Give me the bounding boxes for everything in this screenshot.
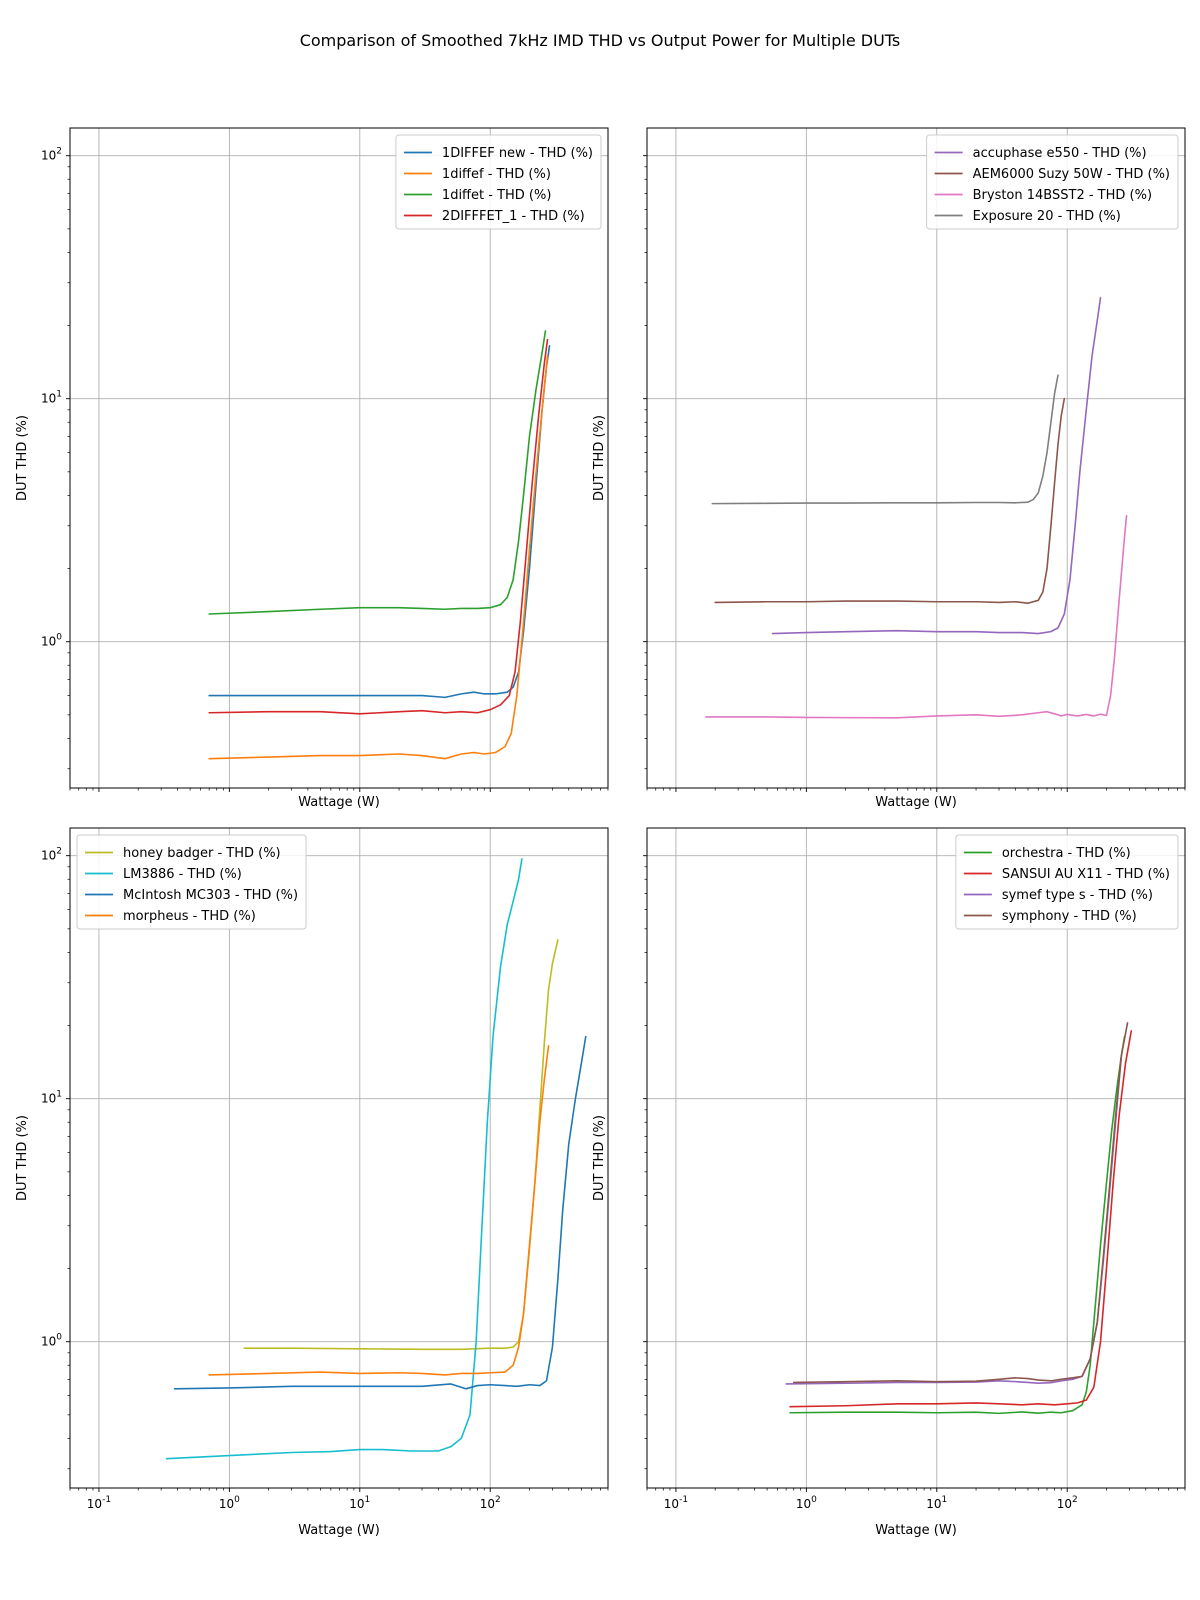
legend-label: AEM6000 Suzy 50W - THD (%): [973, 167, 1170, 182]
legend: honey badger - THD (%) LM3886 - THD (%) Mc…: [76, 834, 307, 930]
plot-area: [785, 1022, 1133, 1415]
series-line-1: [789, 1035, 1126, 1415]
series-line-4: [792, 1022, 1129, 1384]
legend-label: Bryston 14BSST2 - THD (%): [973, 188, 1152, 203]
x-tick-label: 100: [796, 1495, 817, 1511]
series-line-3: [173, 1035, 587, 1390]
legend: orchestra - THD (%) SANSUI AU X11 - THD (…: [955, 834, 1179, 930]
x-tick-label: 102: [1057, 1495, 1078, 1511]
y-tick-label: 102: [41, 147, 62, 163]
axes-frame: [646, 827, 1186, 1489]
series-line-4: [208, 1045, 550, 1376]
y-tick-label: 102: [41, 847, 62, 863]
legend: 1DIFFEF new - THD (%) 1diffef - THD (%) 1d…: [395, 134, 602, 230]
axes-frame: [646, 127, 1186, 789]
axes-frame: [69, 127, 609, 789]
subplot-2: Wattage (W) DUT THD (%) accuphase e550 - T…: [592, 127, 1186, 810]
legend-label: symef type s - THD (%): [1002, 888, 1153, 903]
legend-box: [926, 134, 1179, 230]
series-line-4: [711, 374, 1059, 505]
x-tick-label: 10-1: [664, 1495, 688, 1511]
figure-title: Comparison of Smoothed 7kHz IMD THD vs O…: [300, 31, 901, 50]
legend-label: morpheus - THD (%): [123, 909, 256, 924]
x-tick-label: 101: [349, 1495, 370, 1511]
legend-label: LM3886 - THD (%): [123, 867, 242, 882]
legend-box: [76, 834, 307, 930]
legend-label: 2DIFFFET_1 - THD (%): [442, 209, 585, 224]
y-tick-label: 100: [41, 633, 62, 649]
axes-frame: [69, 827, 609, 1489]
legend-label: 1DIFFEF new - THD (%): [442, 146, 593, 161]
y-axis-label: DUT THD (%): [15, 1115, 30, 1201]
x-tick-label: 102: [480, 1495, 501, 1511]
series-line-1: [243, 939, 559, 1351]
legend-label: McIntosh MC303 - THD (%): [123, 888, 298, 903]
plot-area: [165, 858, 587, 1460]
legend-label: symphony - THD (%): [1002, 909, 1137, 924]
series-line-3: [705, 514, 1128, 719]
series-line-2: [714, 397, 1066, 605]
legend-box: [955, 834, 1179, 930]
x-axis-label: Wattage (W): [298, 795, 380, 810]
y-axis-label: DUT THD (%): [592, 415, 607, 501]
y-axis-label: DUT THD (%): [15, 415, 30, 501]
x-tick-label: 100: [219, 1495, 240, 1511]
series-line-2: [208, 355, 549, 760]
x-axis-label: Wattage (W): [298, 1523, 380, 1538]
legend: accuphase e550 - THD (%) AEM6000 Suzy 50W…: [926, 134, 1179, 230]
x-axis-label: Wattage (W): [875, 795, 957, 810]
legend-label: 1diffef - THD (%): [442, 167, 551, 182]
y-tick-label: 100: [41, 1333, 62, 1349]
legend-label: honey badger - THD (%): [123, 846, 281, 861]
legend-label: Exposure 20 - THD (%): [973, 209, 1121, 224]
subplot-3: 10-1 100 101 102 100 101 102 Wattage (W) DUT THD…: [15, 827, 609, 1538]
x-axis-label: Wattage (W): [875, 1523, 957, 1538]
legend-label: orchestra - THD (%): [1002, 846, 1131, 861]
y-tick-label: 101: [41, 1090, 62, 1106]
x-tick-label: 10-1: [87, 1495, 111, 1511]
x-tick-label: 101: [926, 1495, 947, 1511]
legend-label: accuphase e550 - THD (%): [973, 146, 1147, 161]
subplot-4: 10-1 100 101 102 Wattage (W) DUT THD (%) orche…: [592, 827, 1186, 1538]
series-line-4: [208, 338, 549, 715]
plot-area: [208, 330, 551, 760]
series-line-3: [785, 1055, 1123, 1385]
subplot-1: 100 101 102 Wattage (W) DUT THD (%) 1DIFFEF n…: [15, 127, 609, 810]
subplot-grid: 100 101 102 Wattage (W) DUT THD (%) 1DIFFEF n…: [15, 127, 1186, 1538]
legend-label: 1diffet - THD (%): [442, 188, 552, 203]
plot-area: [705, 297, 1128, 719]
legend-box: [395, 134, 602, 230]
y-axis-label: DUT THD (%): [592, 1115, 607, 1201]
y-tick-label: 101: [41, 390, 62, 406]
legend-label: SANSUI AU X11 - THD (%): [1002, 867, 1170, 882]
series-line-2: [165, 858, 523, 1460]
series-line-1: [771, 297, 1102, 635]
series-line-3: [208, 330, 547, 615]
series-line-2: [789, 1030, 1133, 1408]
series-line-1: [208, 345, 551, 699]
